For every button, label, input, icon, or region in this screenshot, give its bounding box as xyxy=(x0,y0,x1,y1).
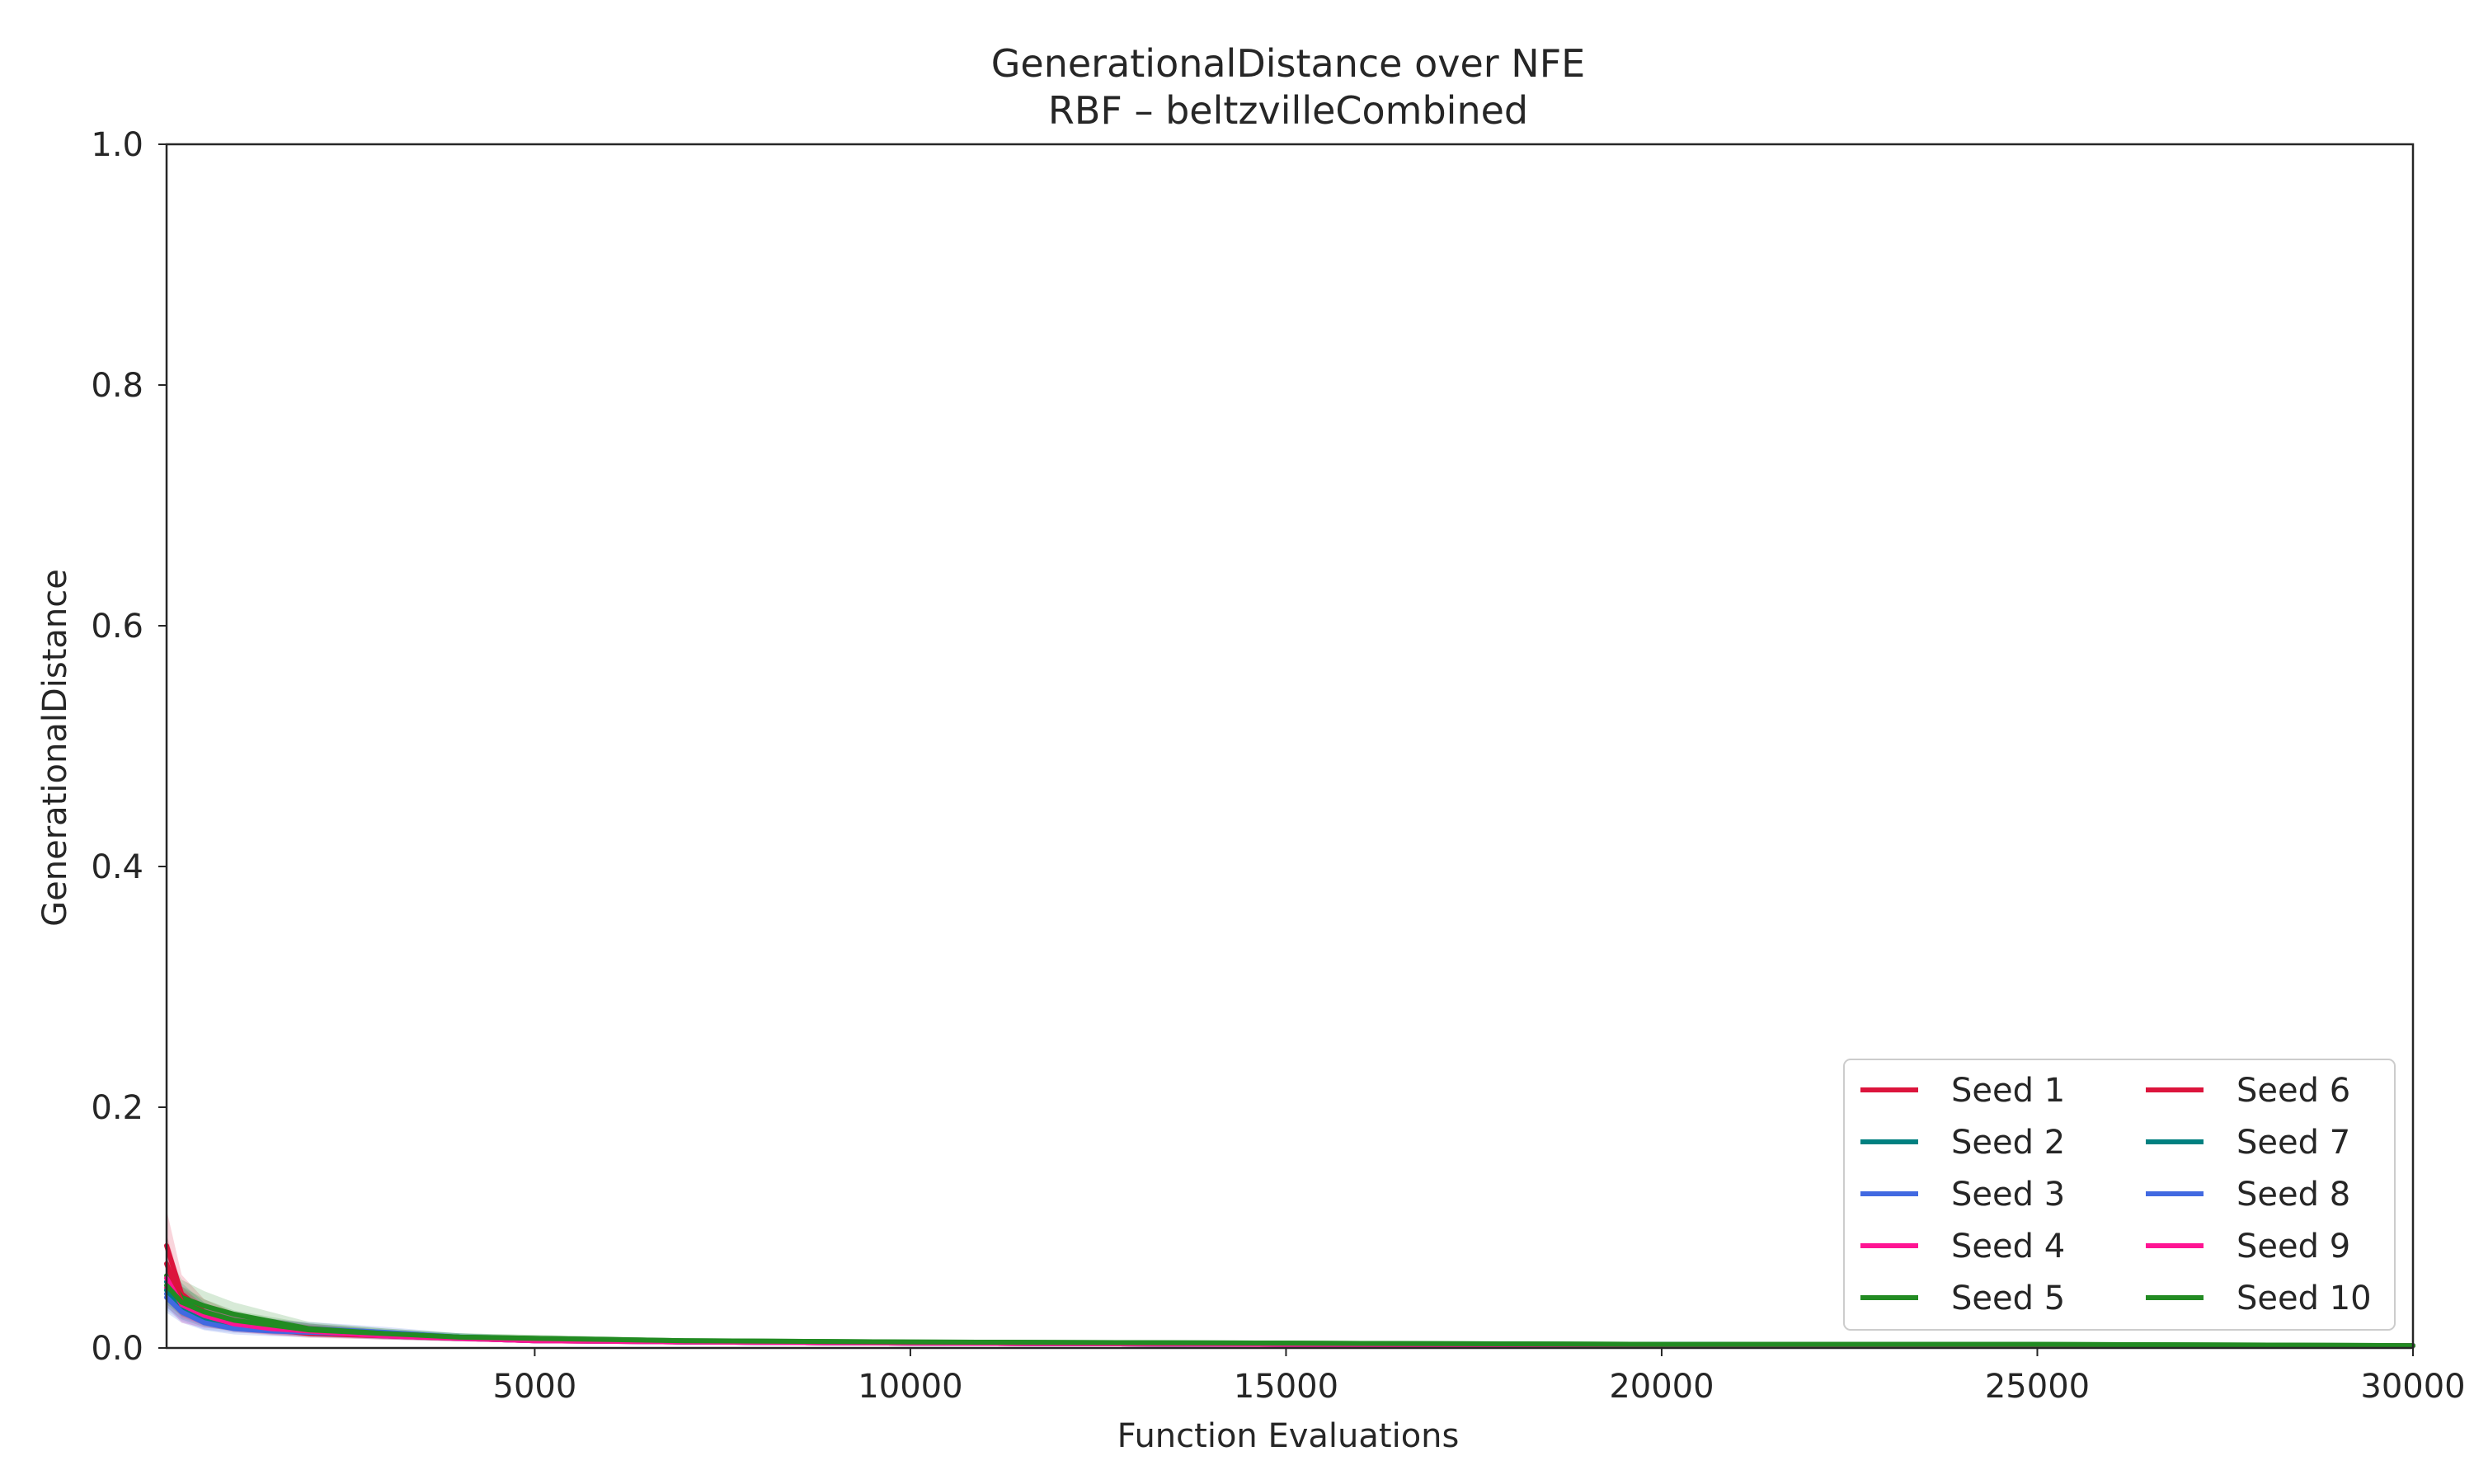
x-tick-label: 20000 xyxy=(1609,1368,1714,1406)
legend-label: Seed 1 xyxy=(1951,1072,2065,1110)
legend-label: Seed 9 xyxy=(2236,1228,2350,1266)
x-tick-label: 10000 xyxy=(858,1368,962,1406)
y-axis-label: GenerationalDistance xyxy=(36,569,74,927)
legend-label: Seed 7 xyxy=(2236,1124,2350,1162)
chart-title: GenerationalDistance over NFE xyxy=(991,41,1585,86)
legend-label: Seed 2 xyxy=(1951,1124,2065,1162)
x-tick-label: 15000 xyxy=(1234,1368,1338,1406)
y-tick-label: 0.4 xyxy=(91,848,143,886)
legend-label: Seed 8 xyxy=(2236,1176,2350,1214)
y-tick-label: 1.0 xyxy=(91,126,143,164)
legend-label: Seed 5 xyxy=(1951,1280,2065,1317)
series-band-7 xyxy=(167,1270,2413,1346)
legend-label: Seed 4 xyxy=(1951,1228,2065,1266)
y-tick-label: 0.8 xyxy=(91,367,143,405)
x-axis-label: Function Evaluations xyxy=(1117,1417,1460,1455)
legend-label: Seed 3 xyxy=(1951,1176,2065,1214)
legend: Seed 1 Seed 2 Seed 3 Seed 4 Seed 5 Seed 6 Seed… xyxy=(1843,1059,2396,1331)
plot-area: 5000 10000 15000 20000 25000 30000 0.0 0.2 0.4 0.… xyxy=(91,126,2465,1406)
plot-frame xyxy=(165,143,2415,1350)
y-tick-label: 0.0 xyxy=(91,1330,143,1368)
y-tick-label: 0.6 xyxy=(91,608,143,646)
legend-label: Seed 10 xyxy=(2236,1280,2372,1317)
series-line-10 xyxy=(164,1283,2415,1349)
x-tick-label: 25000 xyxy=(1985,1368,2090,1406)
legend-box xyxy=(1843,1059,2396,1331)
chart-subtitle: RBF – beltzvilleCombined xyxy=(1048,88,1528,133)
x-tick-label: 5000 xyxy=(493,1368,577,1406)
legend-label: Seed 6 xyxy=(2236,1072,2350,1110)
y-tick-label: 0.2 xyxy=(91,1089,143,1127)
x-tick-label: 30000 xyxy=(2360,1368,2465,1406)
